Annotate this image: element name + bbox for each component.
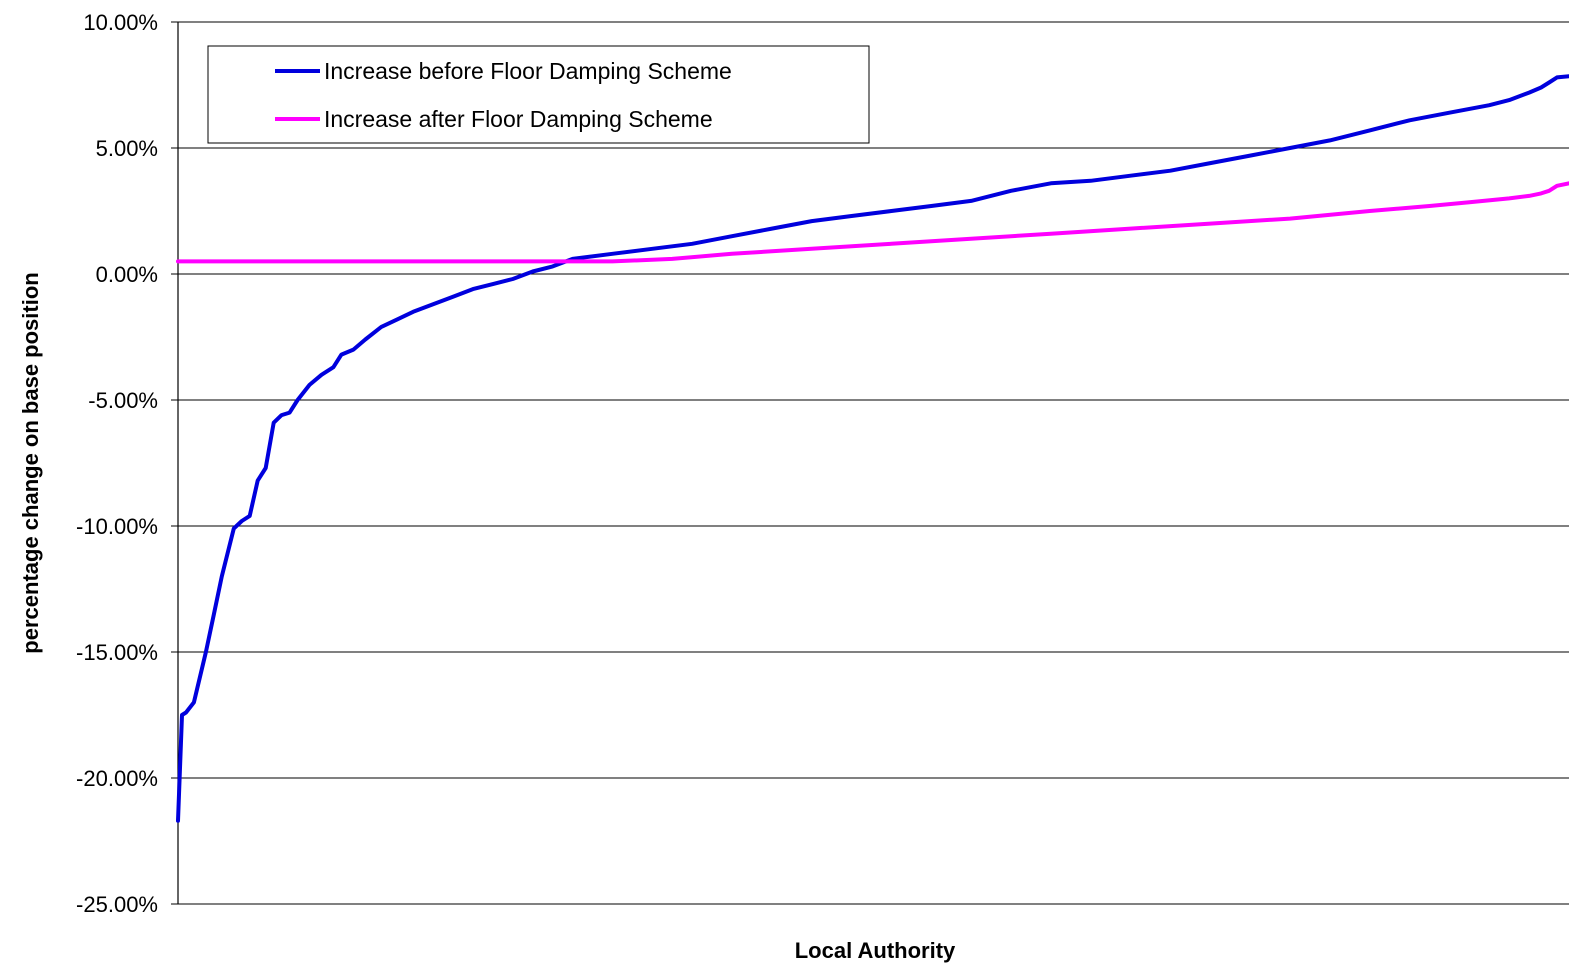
y-tick-label: -15.00% bbox=[76, 640, 158, 665]
legend: Increase before Floor Damping Scheme Incr… bbox=[207, 45, 870, 144]
axes bbox=[171, 21, 179, 905]
legend-label-2: Increase after Floor Damping Scheme bbox=[324, 106, 713, 132]
y-axis-tick-labels: 10.00% 5.00% 0.00% -5.00% -10.00% -15.00% -20.… bbox=[76, 10, 158, 917]
y-axis-title: percentage change on base position bbox=[18, 272, 43, 653]
y-tick-label: 0.00% bbox=[96, 262, 158, 287]
legend-box bbox=[207, 45, 870, 144]
series-line-1 bbox=[176, 74, 1569, 823]
y-tick-label: -5.00% bbox=[88, 388, 158, 413]
legend-label-1: Increase before Floor Damping Scheme bbox=[324, 58, 732, 84]
series-line-2 bbox=[176, 181, 1569, 264]
series-lines bbox=[176, 74, 1569, 823]
x-axis-title: Local Authority bbox=[795, 938, 956, 963]
y-tick-label: 5.00% bbox=[96, 136, 158, 161]
y-tick-label: -25.00% bbox=[76, 892, 158, 917]
y-tick-label: 10.00% bbox=[83, 10, 158, 35]
gridlines bbox=[178, 21, 1569, 905]
y-tick-label: -20.00% bbox=[76, 766, 158, 791]
y-tick-label: -10.00% bbox=[76, 514, 158, 539]
